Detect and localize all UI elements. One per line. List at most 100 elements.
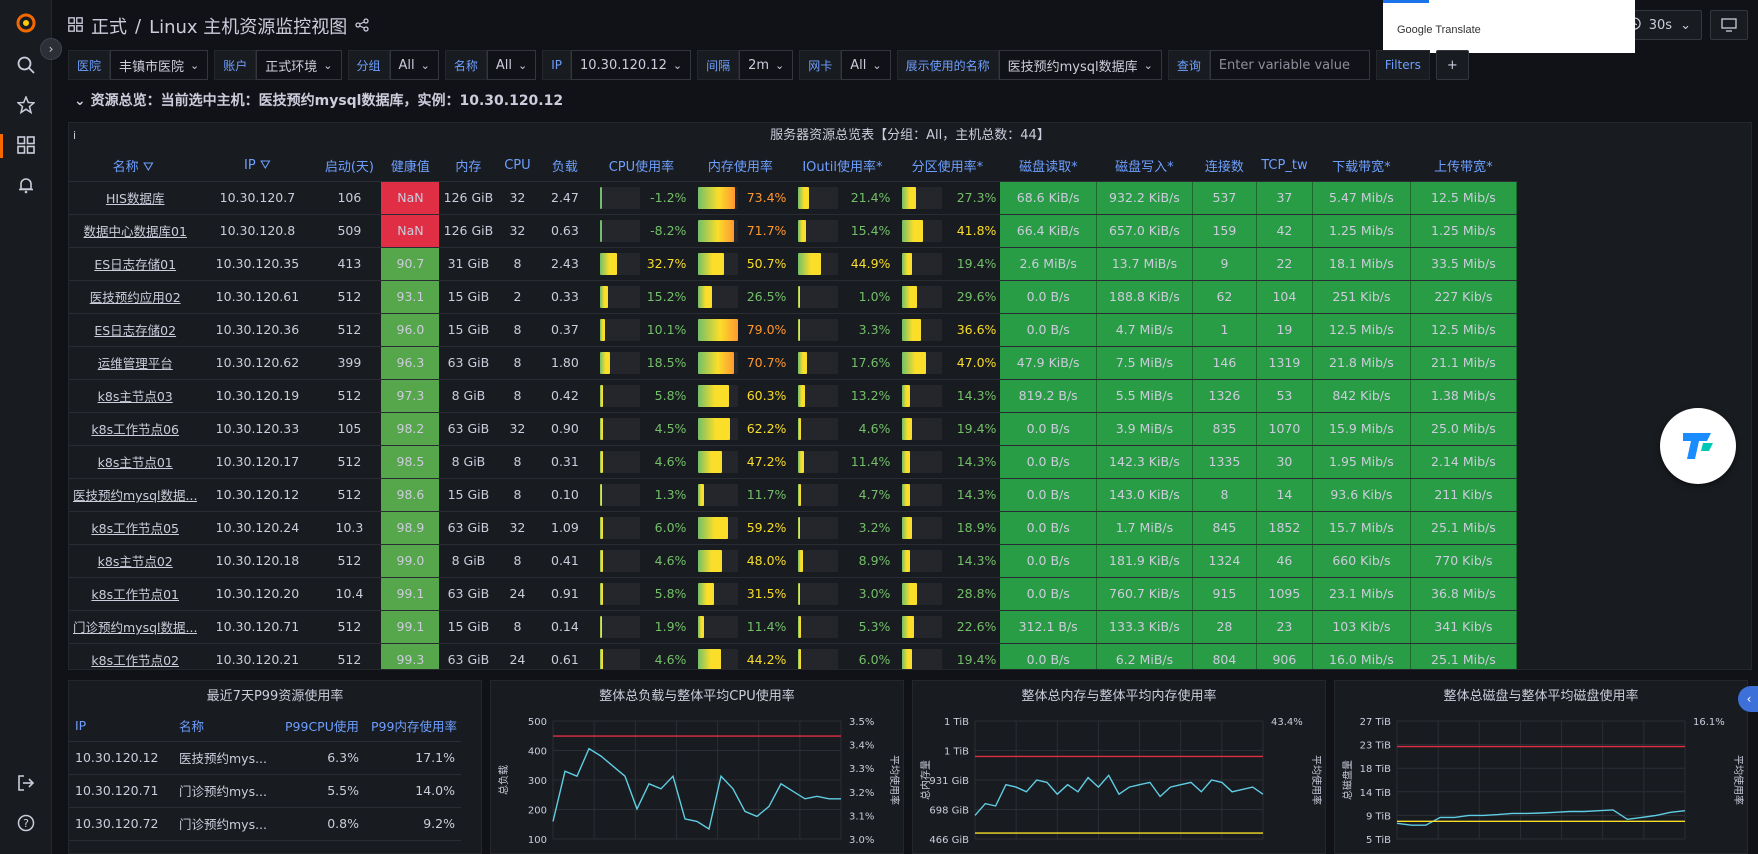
variable-select[interactable]: 医技预约mysql数据库 ⌄	[998, 50, 1162, 80]
search-icon[interactable]	[13, 52, 39, 78]
dashboard-title[interactable]: Linux 主机资源监控视图	[149, 17, 348, 38]
gauge-value: 4.6%	[654, 652, 687, 667]
column-header[interactable]: CPU使用率	[592, 151, 691, 182]
table-row[interactable]: 10.30.120.71 门诊预约mys... 5.5% 14.0%	[69, 774, 461, 808]
memory-chart[interactable]: 1 TiB 1 TiB 931 GiB 698 GiB 466 GiB 43.4% 总内存量…	[913, 705, 1326, 854]
add-filter-button[interactable]: +	[1435, 50, 1469, 80]
load-cpu-chart[interactable]: 500 400 300 200 100 3.5% 3.4% 3.3% 3.2% 3.1% 3.0% 总…	[491, 705, 904, 854]
p99-ip: 10.30.120.71	[69, 774, 173, 808]
host-name-link[interactable]: k8s工作节点05	[69, 511, 198, 545]
table-row[interactable]: ES日志存储01 10.30.120.35 413 90.7 31 GiB 8 2.43 32…	[69, 247, 1517, 281]
help-icon[interactable]: ?	[13, 810, 39, 836]
host-ip: 10.30.120.61	[197, 280, 318, 314]
expand-nav-button[interactable]: ›	[40, 38, 62, 60]
host-name-link[interactable]: ES日志存储01	[69, 247, 198, 281]
column-header[interactable]: P99CPU使用	[279, 711, 365, 742]
column-header[interactable]: 名称	[173, 711, 279, 742]
variable-select[interactable]: All ⌄	[841, 50, 891, 80]
dashboards-icon[interactable]	[13, 132, 39, 158]
column-header[interactable]: 连接数	[1192, 151, 1257, 182]
table-row[interactable]: k8s工作节点05 10.30.120.24 10.3 98.9 63 GiB 32 1.0…	[69, 511, 1517, 545]
column-header[interactable]: CPU	[497, 151, 538, 182]
share-icon[interactable]	[355, 16, 369, 37]
column-header[interactable]: 磁盘写入*	[1096, 151, 1193, 182]
table-row[interactable]: k8s工作节点01 10.30.120.20 10.4 99.1 63 GiB 24 0.9…	[69, 577, 1517, 611]
host-name-link[interactable]: k8s主节点02	[69, 544, 198, 578]
table-row[interactable]: 医技预约应用02 10.30.120.61 512 93.1 15 GiB 2 0.33 15…	[69, 280, 1517, 314]
table-row[interactable]: 10.30.120.72 门诊预约mys... 0.8% 9.2%	[69, 807, 461, 841]
host-name-link[interactable]: ES日志存储02	[69, 313, 198, 347]
health-value: 97.3	[381, 379, 440, 413]
variable-select[interactable]: All ⌄	[389, 50, 439, 80]
table-row[interactable]: HIS数据库 10.30.120.7 106 NaN 126 GiB 32 2.47 -1.2…	[69, 181, 1517, 215]
grafana-logo-icon[interactable]	[13, 10, 39, 36]
tv-mode-icon[interactable]	[1710, 10, 1748, 40]
column-header[interactable]: TCP_tw	[1256, 151, 1313, 182]
edge-collapse-button[interactable]: ‹	[1738, 686, 1758, 712]
table-row[interactable]: 10.30.120.12 医技预约mys... 6.3% 17.1%	[69, 741, 461, 775]
column-header[interactable]: 启动(天)	[317, 151, 382, 182]
load-value: 0.61	[537, 643, 593, 669]
table-row[interactable]: k8s主节点02 10.30.120.18 512 99.0 8 GiB 8 0.41 4.6…	[69, 544, 1517, 578]
host-name-link[interactable]: 运维管理平台	[69, 346, 198, 380]
column-header[interactable]: 下载带宽*	[1312, 151, 1411, 182]
column-header[interactable]: 名称 ⛛	[69, 151, 198, 182]
table-row[interactable]: 门诊预约mysql数据... 10.30.120.71 512 99.1 15 GiB 8…	[69, 610, 1517, 644]
disk-chart[interactable]: 27 TiB 23 TiB 18 TiB 14 TiB 9 TiB 5 TiB 16.1% 总…	[1335, 705, 1748, 854]
filters-button[interactable]: Filters	[1375, 50, 1430, 80]
info-icon[interactable]: i	[73, 129, 77, 142]
column-header[interactable]: IP ⛛	[197, 151, 318, 182]
column-header[interactable]: 内存	[439, 151, 498, 182]
bell-icon[interactable]	[13, 172, 39, 198]
column-header[interactable]: 上传带宽*	[1410, 151, 1517, 182]
host-name-link[interactable]: k8s主节点03	[69, 379, 198, 413]
row-title[interactable]: ⌄ 资源总览：当前选中主机：医技预约mysql数据库，实例：10.30.120.…	[74, 90, 563, 110]
variable-label: 医院	[68, 50, 111, 80]
filter-icon[interactable]: ⛛	[255, 158, 271, 174]
signout-icon[interactable]	[13, 770, 39, 796]
google-translate-popup[interactable]: Google Translate	[1383, 0, 1635, 53]
memory-total: 63 GiB	[439, 412, 498, 446]
host-name-link[interactable]: k8s工作节点01	[69, 577, 198, 611]
host-name-link[interactable]: k8s主节点01	[69, 445, 198, 479]
column-header[interactable]: 负载	[537, 151, 593, 182]
table-row[interactable]: k8s主节点01 10.30.120.17 512 98.5 8 GiB 8 0.31 4.6…	[69, 445, 1517, 479]
variable-select[interactable]: All ⌄	[486, 50, 537, 80]
variable-select[interactable]: 丰镇市医院 ⌄	[110, 50, 209, 80]
host-name-link[interactable]: 数据中心数据库01	[69, 214, 198, 248]
column-header[interactable]: IP	[69, 711, 173, 742]
host-name-link[interactable]: k8s工作节点06	[69, 412, 198, 446]
table-row[interactable]: k8s主节点03 10.30.120.19 512 97.3 8 GiB 8 0.42 5.8…	[69, 379, 1517, 413]
breadcrumb-folder[interactable]: 正式	[91, 17, 127, 38]
filter-icon[interactable]: ⛛	[138, 160, 154, 176]
column-header[interactable]: 分区使用率*	[894, 151, 1001, 182]
gauge-fill	[902, 582, 917, 605]
gauge-fill	[798, 219, 807, 242]
column-header[interactable]: 健康值	[381, 151, 440, 182]
host-name-link[interactable]: 门诊预约mysql数据...	[69, 610, 198, 644]
floating-app-icon[interactable]	[1660, 408, 1736, 484]
host-name-link[interactable]: k8s工作节点02	[69, 643, 198, 669]
host-name-link[interactable]: 医技预约应用02	[69, 280, 198, 314]
table-row[interactable]: 数据中心数据库01 10.30.120.8 509 NaN 126 GiB 32 0.63 -…	[69, 214, 1517, 248]
column-header[interactable]: IOutil使用率*	[790, 151, 895, 182]
gauge-value: 3.3%	[858, 322, 891, 337]
host-name-link[interactable]: HIS数据库	[69, 181, 198, 215]
host-name-link[interactable]: 医技预约mysql数据...	[69, 478, 198, 512]
variable-select[interactable]: 10.30.120.12 ⌄	[571, 50, 692, 80]
table-row[interactable]: k8s工作节点02 10.30.120.21 512 99.3 63 GiB 24 0.61…	[69, 643, 1517, 669]
column-header[interactable]: P99内存使用率	[365, 711, 461, 742]
variable-select[interactable]: 2m ⌄	[739, 50, 794, 80]
table-row[interactable]: 医技预约mysql数据... 10.30.120.12 512 98.6 15 GiB 8…	[69, 478, 1517, 512]
memory-total: 15 GiB	[439, 313, 498, 347]
star-icon[interactable]	[13, 92, 39, 118]
gauge-fill	[600, 483, 603, 506]
column-header[interactable]: 磁盘读取*	[1000, 151, 1097, 182]
table-row[interactable]: k8s工作节点06 10.30.120.33 105 98.2 63 GiB 32 0.90…	[69, 412, 1517, 446]
filter-input[interactable]: Enter variable value	[1209, 50, 1370, 80]
download-bandwidth: 15.7 Mib/s	[1312, 511, 1411, 545]
table-row[interactable]: ES日志存储02 10.30.120.36 512 96.0 15 GiB 8 0.37 10…	[69, 313, 1517, 347]
column-header[interactable]: 内存使用率	[690, 151, 791, 182]
variable-select[interactable]: 正式环境 ⌄	[256, 50, 342, 80]
table-row[interactable]: 运维管理平台 10.30.120.62 399 96.3 63 GiB 8 1.80 18.5…	[69, 346, 1517, 380]
